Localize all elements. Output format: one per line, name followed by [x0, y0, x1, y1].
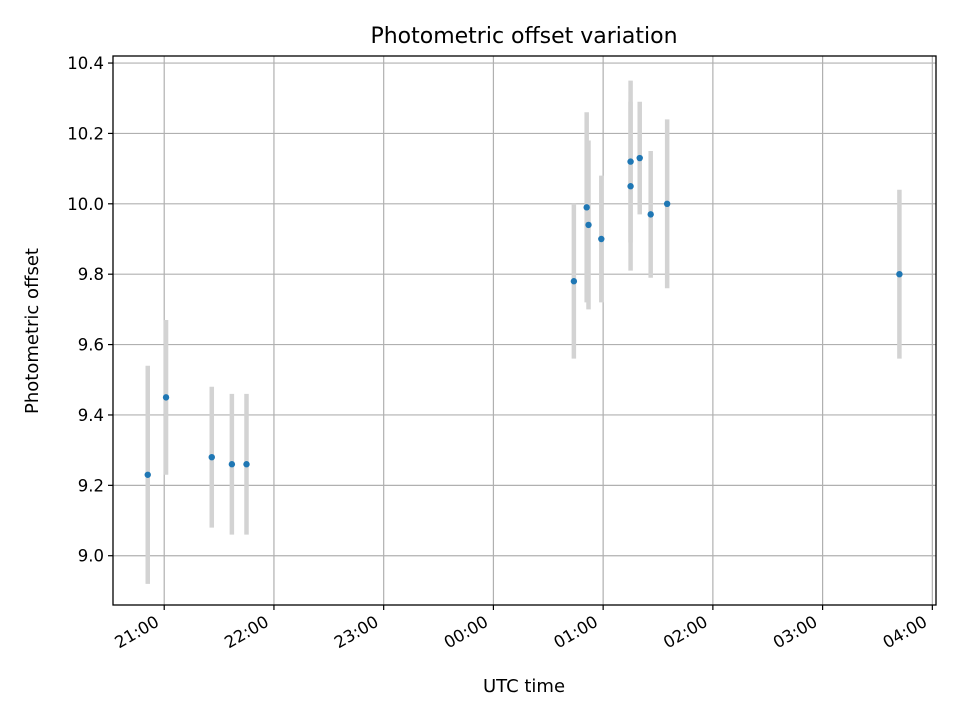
- y-tick-label: 9.2: [78, 476, 104, 495]
- x-tick-label: 22:00: [221, 612, 272, 652]
- x-tick-label: 02:00: [660, 612, 711, 652]
- x-tick-label: 04:00: [880, 612, 931, 652]
- data-point: [162, 394, 170, 401]
- x-tick-label: 00:00: [441, 612, 492, 652]
- data-point: [570, 278, 578, 285]
- data-point: [647, 211, 654, 218]
- data-point: [627, 183, 634, 190]
- axis-ticks: 21:00 22:00 23:00 00:00 01:00 02:00 03:00 04:00…: [67, 54, 933, 652]
- error-bars: [145, 80, 902, 584]
- data-point: [243, 461, 250, 468]
- data-point: [663, 200, 671, 208]
- data-point: [228, 461, 236, 468]
- y-tick-label: 9.4: [78, 406, 104, 425]
- data-point: [583, 204, 590, 211]
- x-tick-label: 01:00: [550, 612, 601, 652]
- grid: [113, 56, 936, 605]
- x-axis-label: UTC time: [483, 676, 565, 697]
- data-point: [144, 471, 151, 478]
- y-tick-label: 10.0: [67, 195, 104, 214]
- x-tick-label: 03:00: [770, 612, 821, 652]
- data-point: [627, 158, 634, 165]
- y-axis-label: Photometric offset: [22, 248, 43, 414]
- data-points: [144, 154, 903, 478]
- data-point: [585, 221, 592, 229]
- x-tick-label: 21:00: [112, 612, 163, 652]
- data-point: [598, 235, 605, 243]
- data-point: [636, 154, 643, 162]
- y-tick-label: 10.4: [67, 54, 104, 73]
- data-point: [208, 453, 215, 461]
- data-point: [896, 270, 903, 278]
- y-tick-label: 9.8: [78, 265, 104, 284]
- y-tick-label: 9.0: [78, 547, 104, 566]
- y-tick-label: 10.2: [67, 124, 104, 143]
- plot-frame: [112, 55, 937, 606]
- y-tick-label: 9.6: [78, 336, 104, 355]
- chart-title: Photometric offset variation: [370, 24, 677, 49]
- x-tick-label: 23:00: [331, 612, 382, 652]
